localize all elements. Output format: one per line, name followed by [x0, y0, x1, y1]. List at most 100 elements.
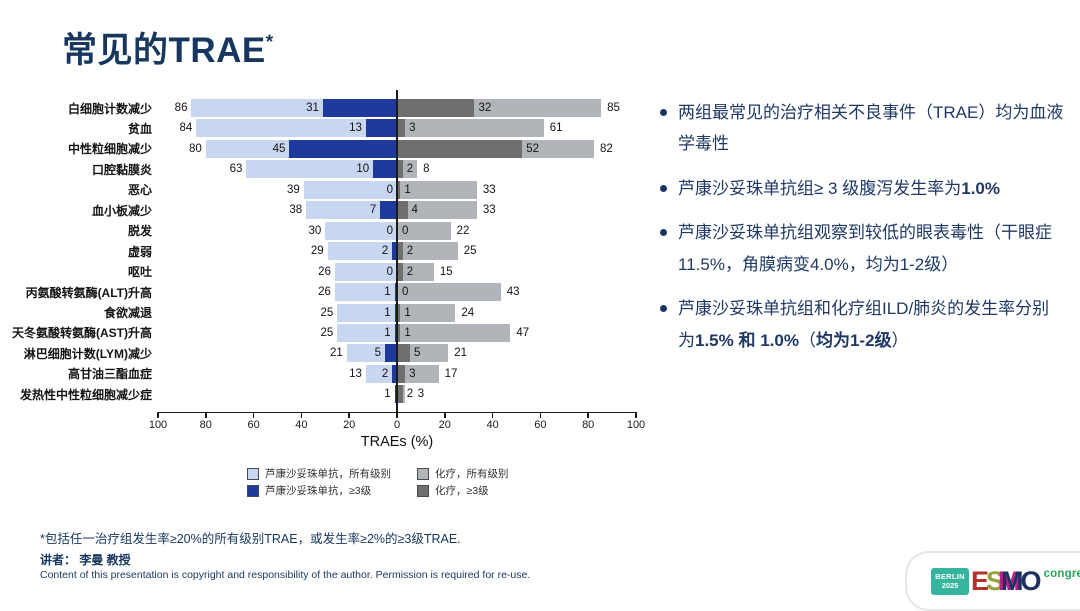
- bullet-text-segment: （: [798, 330, 816, 350]
- value-chemo-all: 82: [599, 142, 613, 155]
- value-chemo-all: 85: [607, 102, 620, 114]
- bar-luso-grade3plus: [394, 323, 397, 342]
- bullet-text-bold: 均为1-2级: [815, 330, 892, 350]
- value-luso-all: 63: [229, 163, 243, 176]
- value-luso-g3: 7: [369, 204, 377, 217]
- bullet-text: 两组最常见的治疗相关不良事件（TRAE）均为血液学毒性: [678, 97, 1066, 160]
- copyright-notice: Content of this presentation is copyrigh…: [40, 569, 531, 581]
- value-luso-g3: 2: [381, 367, 389, 380]
- bar-chemo-grade3plus: [398, 180, 401, 199]
- value-luso-all: 25: [320, 306, 334, 319]
- legend-label: 芦康沙妥珠单抗，≥3级: [265, 485, 372, 497]
- bar-luso-grade3plus: [380, 201, 397, 220]
- bullet-item: 芦康沙妥珠单抗组≥ 3 级腹泻发生率为1.0%: [660, 173, 1066, 204]
- value-luso-g3: 1: [384, 326, 391, 339]
- value-chemo-all: 21: [454, 347, 467, 360]
- bar-chemo-all-grades: [398, 323, 511, 342]
- bullet-text-segment: ）: [891, 330, 909, 350]
- bullet-dot-icon: [660, 109, 667, 116]
- value-luso-g3: 1: [384, 286, 391, 299]
- value-chemo-g3: 2: [406, 163, 414, 176]
- bar-chemo-grade3plus: [398, 139, 523, 158]
- bar-luso-grade3plus: [365, 119, 397, 138]
- value-luso-all: 13: [349, 367, 362, 380]
- bullet-dot-icon: [660, 305, 667, 313]
- x-axis-tick-label: 80: [199, 419, 212, 431]
- bar-luso-grade3plus: [392, 242, 397, 261]
- speaker-credit: 讲者： 李曼 教授: [40, 553, 131, 567]
- bar-chemo-all-grades: [398, 221, 451, 240]
- value-luso-g3: 2: [381, 245, 389, 258]
- value-chemo-all: 25: [463, 245, 477, 258]
- x-axis-tick: [396, 412, 398, 418]
- x-axis-tick-label: 80: [582, 419, 595, 431]
- legend-item: 芦康沙妥珠单抗，所有级别: [247, 466, 391, 481]
- bullet-dot-icon: [660, 184, 667, 192]
- value-luso-all: 30: [308, 224, 322, 237]
- bar-luso-all-grades: [196, 119, 397, 138]
- value-chemo-g3: 3: [409, 367, 416, 380]
- title-asterisk: *: [265, 32, 274, 53]
- x-axis-tick: [252, 412, 255, 418]
- value-chemo-g3: 3: [409, 122, 416, 135]
- category-label: 中性粒细胞减少: [67, 142, 152, 157]
- category-label: 恶心: [127, 183, 152, 198]
- bar-chemo-grade3plus: [398, 303, 401, 322]
- legend-label: 芦康沙妥珠单抗，所有级别: [265, 468, 391, 480]
- value-luso-g3: 0: [386, 224, 393, 237]
- x-axis-tick: [444, 412, 446, 418]
- bar-chemo-grade3plus: [398, 160, 403, 179]
- category-label: 白细胞计数减少: [67, 101, 152, 116]
- value-chemo-g3: 1: [404, 326, 411, 339]
- value-luso-g3: 5: [374, 347, 382, 360]
- value-luso-all: 39: [287, 183, 300, 196]
- bar-luso-all-grades: [246, 160, 397, 179]
- x-axis-tick: [348, 412, 350, 418]
- bar-luso-all-grades: [334, 283, 397, 302]
- bar-chemo-grade3plus: [398, 242, 403, 261]
- value-luso-all: 80: [189, 142, 202, 155]
- bar-luso-all-grades: [334, 262, 397, 281]
- bullet-item: 芦康沙妥珠单抗组观察到较低的眼表毒性（干眼症11.5%，角膜病变4.0%，均为1…: [660, 217, 1066, 280]
- category-label: 贫血: [127, 121, 152, 136]
- congress-label: congress: [1043, 568, 1080, 580]
- bar-luso-all-grades: [365, 364, 397, 383]
- bar-chemo-all-grades: [398, 262, 434, 281]
- bar-luso-all-grades: [327, 242, 397, 261]
- value-chemo-all: 61: [549, 122, 563, 135]
- value-luso-all: 29: [310, 245, 324, 258]
- category-label: 呕吐: [127, 265, 152, 280]
- bar-chemo-all-grades: [398, 283, 501, 302]
- x-axis-tick: [539, 412, 542, 418]
- bar-luso-all-grades: [337, 303, 397, 322]
- bullet-text: 芦康沙妥珠单抗组≥ 3 级腹泻发生率为1.0%: [678, 173, 1000, 204]
- x-axis-tick: [205, 412, 207, 418]
- zero-axis-line: [396, 90, 398, 412]
- bullet-dot-icon: [660, 229, 667, 237]
- category-label: 口腔黏膜炎: [91, 162, 152, 177]
- bullet-text-segment: 两组最常见的治疗相关不良事件（TRAE）均为血液学毒性: [678, 103, 1064, 154]
- x-axis-tick-label: 20: [343, 419, 356, 431]
- value-chemo-g3: 1: [404, 306, 411, 319]
- bar-chemo-all-grades: [398, 364, 439, 383]
- bar-chemo-grade3plus: [398, 385, 403, 404]
- x-axis-tick: [157, 412, 159, 418]
- legend-swatch: [417, 467, 429, 480]
- x-axis-tick-label: 100: [626, 419, 646, 431]
- value-chemo-all: 33: [482, 183, 496, 196]
- value-luso-all: 25: [320, 326, 334, 339]
- esmo-venue-badge: BERLIN 2025: [931, 567, 969, 595]
- bar-luso-grade3plus: [394, 283, 397, 302]
- bar-chemo-grade3plus: [398, 201, 408, 220]
- bar-chemo-all-grades: [398, 180, 477, 199]
- bar-luso-grade3plus: [373, 160, 397, 179]
- legend-label: 化疗，所有级别: [435, 468, 509, 480]
- legend-swatch: [247, 467, 259, 480]
- bar-chemo-grade3plus: [398, 99, 475, 117]
- x-axis-tick: [587, 412, 589, 418]
- value-chemo-all: 17: [444, 367, 458, 380]
- venue-year: 2025: [941, 580, 959, 590]
- bullet-text-segment: 芦康沙妥珠单抗组观察到较低的眼表毒性（干眼症11.5%，角膜病变4.0%，均为1…: [678, 223, 1052, 274]
- bullet-text: 芦康沙妥珠单抗组观察到较低的眼表毒性（干眼症11.5%，角膜病变4.0%，均为1…: [678, 217, 1066, 280]
